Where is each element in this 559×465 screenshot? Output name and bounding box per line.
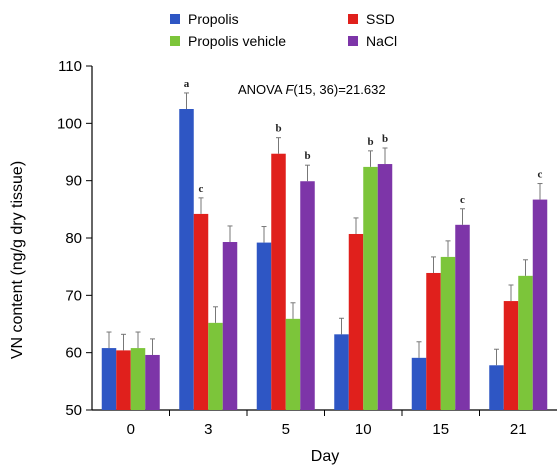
legend-item: Propolis — [170, 11, 239, 27]
y-tick-label: 80 — [65, 230, 82, 247]
significance-label: b — [367, 136, 373, 148]
bar — [411, 357, 427, 410]
bar — [377, 164, 393, 410]
legend-swatch — [170, 14, 180, 24]
axes: 50 60 70 80 90 100 110 0 3 5 10 15 21 — [57, 58, 557, 438]
bar — [145, 354, 160, 410]
legend-swatch — [170, 36, 180, 46]
x-tick-label: 10 — [355, 421, 372, 438]
legend-swatch — [348, 14, 358, 24]
y-tick-label: 110 — [58, 58, 82, 75]
bar — [363, 166, 378, 410]
bar — [222, 242, 238, 410]
bar — [348, 233, 364, 410]
x-axis-label: Day — [311, 448, 339, 465]
x-tick-label: 0 — [127, 421, 135, 438]
y-tick-label: 70 — [65, 287, 82, 304]
bar — [455, 224, 470, 410]
legend-label: Propolis — [188, 11, 239, 27]
legend-label: Propolis vehicle — [188, 33, 286, 49]
bar — [300, 181, 315, 410]
bar — [440, 256, 456, 410]
legend: Propolis SSD Propolis vehicle NaCl — [170, 11, 397, 49]
bar — [334, 334, 349, 410]
error-bars — [106, 92, 543, 366]
bar — [193, 213, 209, 410]
bar — [532, 199, 548, 410]
bar — [285, 318, 301, 410]
bar — [179, 109, 194, 410]
y-tick-label: 50 — [65, 402, 82, 419]
legend-item: SSD — [348, 11, 395, 27]
significance-label: b — [304, 150, 310, 162]
bar — [426, 272, 441, 410]
x-tick-label: 15 — [432, 421, 449, 438]
significance-label: b — [382, 133, 388, 145]
x-tick-label: 3 — [204, 421, 212, 438]
bars — [101, 109, 548, 410]
bar — [503, 301, 519, 410]
legend-item: NaCl — [348, 33, 397, 49]
y-tick-label: 90 — [65, 173, 82, 190]
y-tick-label: 60 — [65, 345, 82, 362]
significance-label: c — [199, 183, 204, 195]
significance-label: b — [275, 123, 281, 135]
legend-item: Propolis vehicle — [170, 33, 286, 49]
significance-label: c — [538, 169, 543, 181]
bar — [489, 365, 504, 410]
bar — [208, 322, 223, 410]
legend-label: NaCl — [366, 33, 397, 49]
x-tick-label: 21 — [510, 421, 527, 438]
significance-label: c — [460, 194, 465, 206]
bar — [130, 348, 146, 410]
bar — [518, 275, 533, 410]
y-axis-label: VN content (ng/g dry tissue) — [9, 161, 26, 359]
y-tick-label: 100 — [57, 115, 82, 132]
bar — [116, 350, 131, 410]
anova-annotation: ANOVA F(15, 36)=21.632 — [238, 82, 386, 97]
bar — [271, 153, 286, 410]
x-tick-label: 5 — [282, 421, 290, 438]
significance-label: a — [184, 78, 190, 90]
bar — [256, 242, 272, 410]
bar — [101, 348, 117, 410]
legend-label: SSD — [366, 11, 395, 27]
legend-swatch — [348, 36, 358, 46]
